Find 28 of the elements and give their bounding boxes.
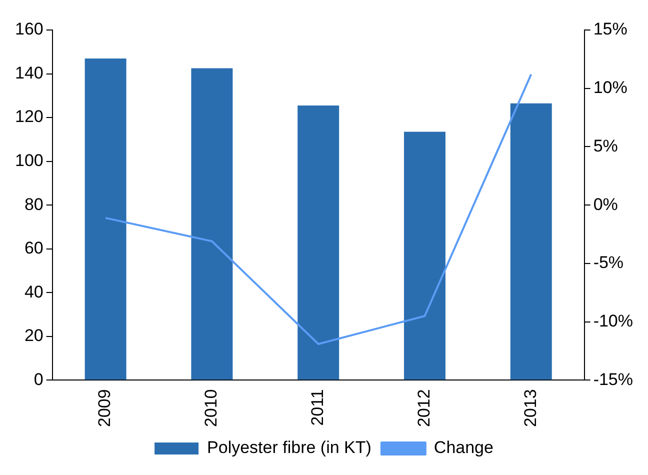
bar — [510, 103, 552, 380]
x-tick-label: 2012 — [414, 389, 434, 428]
y-tick-label: 140 — [14, 63, 44, 82]
x-tick-label: 2013 — [520, 389, 540, 428]
y2-tick-label: -15% — [593, 370, 633, 389]
y-tick-label: 120 — [14, 107, 44, 126]
y-tick-label: 160 — [14, 20, 44, 39]
y2-tick-label: 10% — [593, 78, 628, 98]
y2-tick-label: 5% — [593, 136, 618, 156]
y-tick-label: 20 — [24, 326, 44, 346]
x-tick-label: 2009 — [95, 389, 114, 428]
y2-tick-label: -5% — [593, 253, 624, 272]
bar — [191, 68, 233, 380]
y2-tick-label: 0% — [593, 194, 618, 214]
legend-label: Change — [434, 438, 494, 458]
x-tick-label: 2011 — [308, 389, 328, 426]
y-tick-label: 100 — [14, 151, 44, 170]
y-tick-label: 0 — [34, 370, 44, 389]
y2-tick-label: -10% — [593, 312, 633, 331]
y-tick-label: 40 — [24, 282, 44, 302]
bar — [84, 58, 126, 380]
x-tick-label: 2010 — [202, 389, 221, 428]
legend-label: Polyester fibre (in KT) — [207, 438, 372, 458]
bar — [404, 132, 446, 380]
y2-tick-label: 15% — [593, 20, 628, 39]
bar — [298, 106, 340, 380]
y-tick-label: 60 — [24, 238, 44, 258]
y-tick-label: 80 — [24, 194, 44, 214]
